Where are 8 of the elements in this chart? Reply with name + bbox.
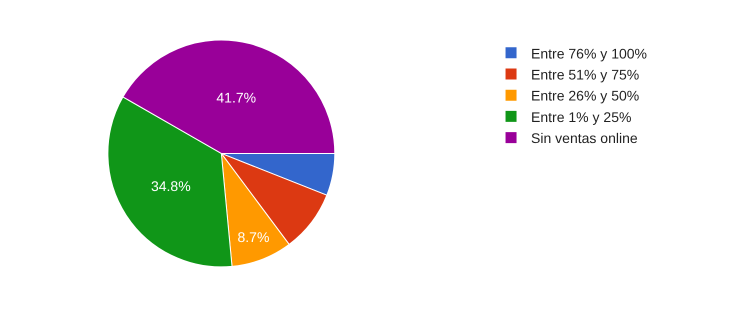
data-label: 41.7%: [216, 90, 256, 106]
data-label: 34.8%: [150, 178, 191, 194]
legend-label: Entre 26% y 50%: [531, 88, 640, 104]
legend-label: Entre 51% y 75%: [531, 66, 640, 82]
legend-label: Entre 76% y 100%: [531, 45, 648, 62]
data-label: 8.7%: [237, 228, 270, 245]
legend-label: Sin ventas online: [531, 130, 638, 146]
legend-label: Entre 1% y 25%: [531, 108, 632, 125]
